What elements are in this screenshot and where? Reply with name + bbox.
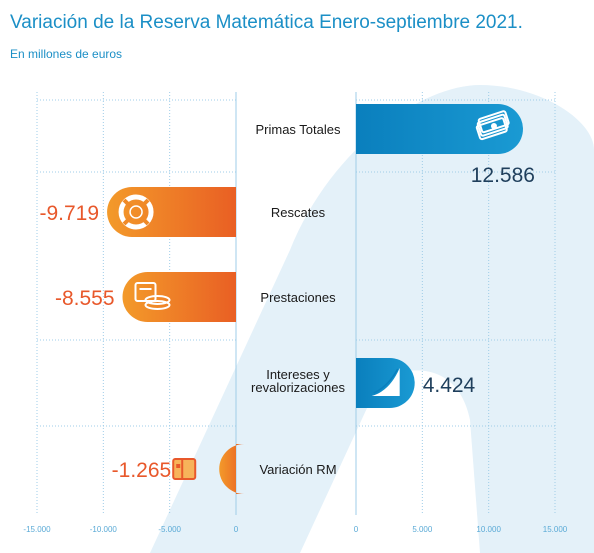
category-labels: Primas Totales Rescates Prestaciones Intere… xyxy=(251,122,345,477)
chart-subtitle: En millones de euros xyxy=(10,47,123,61)
wallet-icon xyxy=(172,458,197,480)
banknotes-icon xyxy=(475,110,510,141)
bar-3 xyxy=(356,358,415,408)
watermark-shape xyxy=(150,85,594,553)
category-label-1: Rescates xyxy=(271,205,326,220)
category-label-4: Variación RM xyxy=(259,462,336,477)
bars xyxy=(107,104,523,494)
tick-labels: -15.000 -10.000 -5.000 0 0 5.000 10.000 15.000 xyxy=(23,525,567,534)
value-label-4: -1.265 xyxy=(112,459,172,482)
tick-label-left-0: -15.000 xyxy=(23,525,51,534)
category-label-3: Intereses y revalorizaciones xyxy=(251,367,345,395)
lifebuoy-icon xyxy=(118,194,154,230)
value-labels: 12.586 -9.719 -8.555 4.424 -1.265 xyxy=(40,164,535,482)
value-label-2: -8.555 xyxy=(55,287,115,310)
value-label-0: 12.586 xyxy=(471,164,535,187)
tick-label-left-3: 0 xyxy=(234,525,239,534)
category-label-2: Prestaciones xyxy=(260,290,336,305)
tick-label-right-0: 0 xyxy=(354,525,359,534)
tick-label-right-1: 5.000 xyxy=(412,525,433,534)
tick-label-right-2: 10.000 xyxy=(476,525,501,534)
bar-4 xyxy=(219,444,245,494)
tick-label-left-1: -10.000 xyxy=(90,525,118,534)
chart-title: Variación de la Reserva Matemática Enero… xyxy=(10,12,523,33)
bar-2 xyxy=(122,272,236,322)
value-label-1: -9.719 xyxy=(40,202,100,225)
watermark xyxy=(150,85,594,553)
growth-chart-icon xyxy=(371,368,400,396)
bar-1 xyxy=(107,187,237,237)
bar-0 xyxy=(356,104,523,154)
cash-register-icon xyxy=(134,282,171,310)
tick-label-left-2: -5.000 xyxy=(158,525,181,534)
category-label-0: Primas Totales xyxy=(255,122,341,137)
value-label-3: 4.424 xyxy=(423,374,476,397)
tick-label-right-3: 15.000 xyxy=(543,525,568,534)
